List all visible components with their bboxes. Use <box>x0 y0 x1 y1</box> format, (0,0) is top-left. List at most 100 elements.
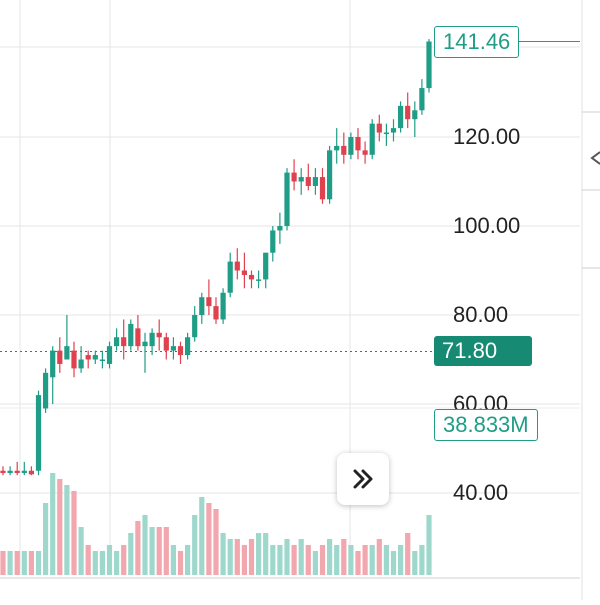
candle-body <box>341 145 347 155</box>
candle-body <box>319 177 326 200</box>
volume-bar <box>50 473 56 575</box>
volume-bar <box>284 539 290 575</box>
candle-body <box>241 270 247 275</box>
candle-body <box>14 470 20 473</box>
volume-bar <box>398 545 404 575</box>
volume-bar <box>199 497 205 575</box>
candle-body <box>121 337 127 347</box>
volume-bar <box>234 539 240 575</box>
last-price-tag: 141.46 <box>434 25 520 58</box>
candle-body <box>149 332 155 347</box>
candle-body <box>114 337 120 347</box>
volume-bar <box>78 527 84 575</box>
volume-bar <box>426 515 432 575</box>
volume-bar <box>99 551 105 575</box>
candle-body <box>213 306 219 320</box>
volume-bar <box>28 551 34 575</box>
candle-body <box>398 105 404 129</box>
volume-bar <box>412 551 418 575</box>
right-toolbar[interactable] <box>580 0 600 600</box>
candle-body <box>305 177 311 186</box>
candle-body <box>99 359 105 361</box>
candle-body <box>270 230 276 253</box>
candle-body <box>199 297 205 315</box>
volume-bar <box>312 551 318 575</box>
volume-bar <box>177 551 184 575</box>
candle-body <box>57 350 63 364</box>
volume-bar <box>35 551 42 575</box>
candle-body <box>355 137 361 151</box>
volume-bar <box>14 551 20 575</box>
candle-body <box>405 105 411 120</box>
candle-body <box>312 177 318 186</box>
volume-bar <box>241 545 247 575</box>
candle-body <box>362 150 368 155</box>
volume-bar <box>163 527 169 575</box>
candle-body <box>71 350 77 369</box>
candle-body <box>128 323 134 347</box>
volume-bar <box>248 539 255 575</box>
candle-body <box>334 145 340 151</box>
candle-body <box>376 123 382 133</box>
candle-body <box>156 332 162 338</box>
volume-bar <box>291 545 297 575</box>
volume-bar <box>85 545 91 575</box>
candle-body <box>419 88 425 111</box>
volume-bar <box>227 539 233 575</box>
scroll-to-latest-button[interactable] <box>337 453 389 505</box>
volume-bar <box>185 545 191 575</box>
candle-body <box>234 261 240 271</box>
volume-bar <box>206 503 212 575</box>
candle-body <box>92 355 98 360</box>
volume-bar <box>149 527 155 575</box>
candle-body <box>412 110 418 120</box>
candle-body <box>263 252 269 280</box>
candle-body <box>35 395 42 471</box>
candle-body <box>50 350 56 378</box>
volume-bar <box>92 551 98 575</box>
price-tick-label: 40.00 <box>453 480 509 505</box>
candle-body <box>277 226 283 231</box>
reference-price-tag: 71.80 <box>434 336 532 367</box>
candle-body <box>248 274 255 280</box>
volume-bar <box>390 551 397 575</box>
volume-bar <box>156 527 162 575</box>
price-tick-label: 120.00 <box>453 124 521 149</box>
volume-bar <box>334 545 340 575</box>
candle-body <box>64 346 70 360</box>
volume-bar <box>263 533 269 575</box>
price-tick-label: 100.00 <box>453 213 521 238</box>
candle-body <box>43 372 49 409</box>
volume-bar <box>383 545 389 575</box>
volume-bar <box>106 545 113 575</box>
candle-body <box>78 359 84 369</box>
candle-body <box>206 297 212 307</box>
volume-bar <box>57 479 63 575</box>
volume-bar <box>355 551 361 575</box>
volume-bar <box>220 533 226 575</box>
candle-body <box>142 341 148 347</box>
candle-body <box>7 470 13 473</box>
volume-bar <box>64 485 70 575</box>
candle-body <box>298 177 304 182</box>
candle-body <box>383 132 389 135</box>
volume-bar <box>327 539 333 575</box>
candle-body <box>28 470 34 475</box>
volume-bar <box>348 545 354 575</box>
volume-bar <box>21 551 27 575</box>
volume-bar <box>213 509 219 575</box>
volume-bar <box>376 539 382 575</box>
candle-body <box>163 337 169 351</box>
volume-bar <box>43 503 49 575</box>
candle-body <box>177 346 184 356</box>
candle-body <box>426 41 432 89</box>
volume-bar <box>114 551 120 575</box>
candle-body <box>348 137 354 155</box>
candle-body <box>192 315 198 338</box>
chevron-left-icon <box>590 151 600 165</box>
volume-bar <box>298 539 304 575</box>
volume-bar <box>135 521 141 575</box>
candle-body <box>390 128 397 133</box>
